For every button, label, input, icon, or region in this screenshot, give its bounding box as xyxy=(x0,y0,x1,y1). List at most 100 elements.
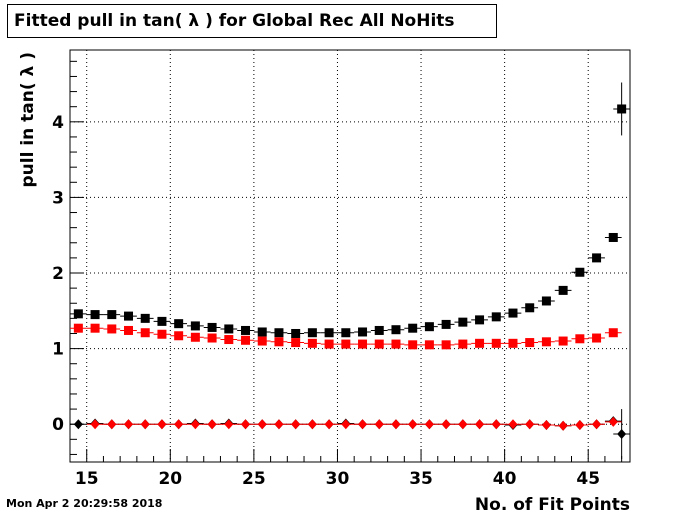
data-point xyxy=(341,339,351,349)
data-point xyxy=(140,313,150,323)
data-point xyxy=(190,332,200,342)
data-point xyxy=(157,329,167,339)
data-point xyxy=(224,419,234,430)
data-point xyxy=(241,335,251,345)
data-point xyxy=(324,339,334,349)
data-point xyxy=(608,416,618,427)
data-point xyxy=(491,312,501,322)
series-1 xyxy=(70,323,622,350)
data-point xyxy=(324,419,334,430)
data-point xyxy=(190,321,200,331)
series-3 xyxy=(86,416,622,431)
data-point xyxy=(358,327,368,337)
data-point xyxy=(73,419,83,430)
data-point xyxy=(441,319,451,329)
data-point xyxy=(541,337,551,347)
data-point xyxy=(341,328,351,338)
data-point xyxy=(475,419,485,430)
data-point xyxy=(257,419,267,430)
title-box: Fitted pull in tan( λ ) for Global Rec A… xyxy=(7,4,497,38)
data-point xyxy=(592,333,602,343)
data-point xyxy=(458,419,468,430)
data-point xyxy=(374,419,384,430)
data-point xyxy=(424,322,434,332)
series-4 xyxy=(613,82,630,136)
data-point xyxy=(124,419,134,430)
data-point xyxy=(291,328,301,338)
data-point xyxy=(174,419,184,430)
axes: 15 20 25 30 35 40 45 0 1 2 3 4 xyxy=(52,60,623,489)
data-point xyxy=(224,335,234,345)
data-point xyxy=(458,339,468,349)
data-point xyxy=(257,336,267,346)
data-point xyxy=(307,419,317,430)
data-point xyxy=(475,338,485,348)
series-2 xyxy=(70,409,630,459)
data-point xyxy=(441,340,451,350)
data-point xyxy=(73,323,83,333)
data-point xyxy=(124,311,134,321)
data-point xyxy=(408,340,418,350)
y-tick-label: 1 xyxy=(52,340,64,360)
data-point xyxy=(274,337,284,347)
x-tick-label: 40 xyxy=(493,469,517,489)
data-point xyxy=(491,419,501,430)
data-point xyxy=(358,419,368,430)
data-point xyxy=(391,325,401,335)
data-point xyxy=(558,420,568,431)
series-0 xyxy=(70,232,622,338)
timestamp: Mon Apr 2 20:29:58 2018 xyxy=(6,497,163,510)
data-point xyxy=(541,296,551,306)
data-point xyxy=(107,419,117,430)
data-point xyxy=(291,419,301,430)
data-point xyxy=(107,324,117,334)
y-tick-label: 2 xyxy=(52,264,64,284)
x-tick-label: 15 xyxy=(75,469,99,489)
data-point xyxy=(441,419,451,430)
data-point xyxy=(174,331,184,341)
y-axis-title: pull in tan( λ ) xyxy=(18,52,38,188)
y-tick-label: 3 xyxy=(52,188,64,208)
data-point xyxy=(558,336,568,346)
data-point xyxy=(608,232,618,242)
data-point xyxy=(324,328,334,338)
data-point xyxy=(592,419,602,430)
data-point xyxy=(458,317,468,327)
data-point xyxy=(90,419,100,430)
data-point xyxy=(157,316,167,326)
data-point xyxy=(274,328,284,338)
data-point xyxy=(617,104,627,114)
data-marks xyxy=(70,82,630,459)
data-point xyxy=(274,419,284,430)
data-point xyxy=(491,338,501,348)
data-point xyxy=(408,419,418,430)
data-point xyxy=(140,328,150,338)
data-point xyxy=(174,319,184,329)
data-point xyxy=(207,322,217,332)
data-point xyxy=(257,327,267,337)
data-point xyxy=(73,309,83,319)
data-point xyxy=(124,325,134,335)
y-tick-label: 0 xyxy=(52,415,64,435)
data-point xyxy=(424,419,434,430)
data-point xyxy=(90,323,100,333)
data-point xyxy=(575,334,585,344)
data-point xyxy=(525,303,535,313)
data-point xyxy=(541,419,551,430)
x-tick-label: 20 xyxy=(158,469,182,489)
data-point xyxy=(525,419,535,430)
plot-frame xyxy=(69,49,631,463)
data-point xyxy=(341,419,351,430)
x-tick-label: 45 xyxy=(576,469,600,489)
data-point xyxy=(358,339,368,349)
data-point xyxy=(207,333,217,343)
x-axis-title: No. of Fit Points xyxy=(475,495,630,514)
data-point xyxy=(608,328,618,338)
data-point xyxy=(241,419,251,430)
data-point xyxy=(391,419,401,430)
chart-title: Fitted pull in tan( λ ) for Global Rec A… xyxy=(14,11,455,31)
x-tick-label: 25 xyxy=(242,469,266,489)
data-point xyxy=(408,323,418,333)
data-point xyxy=(592,253,602,263)
